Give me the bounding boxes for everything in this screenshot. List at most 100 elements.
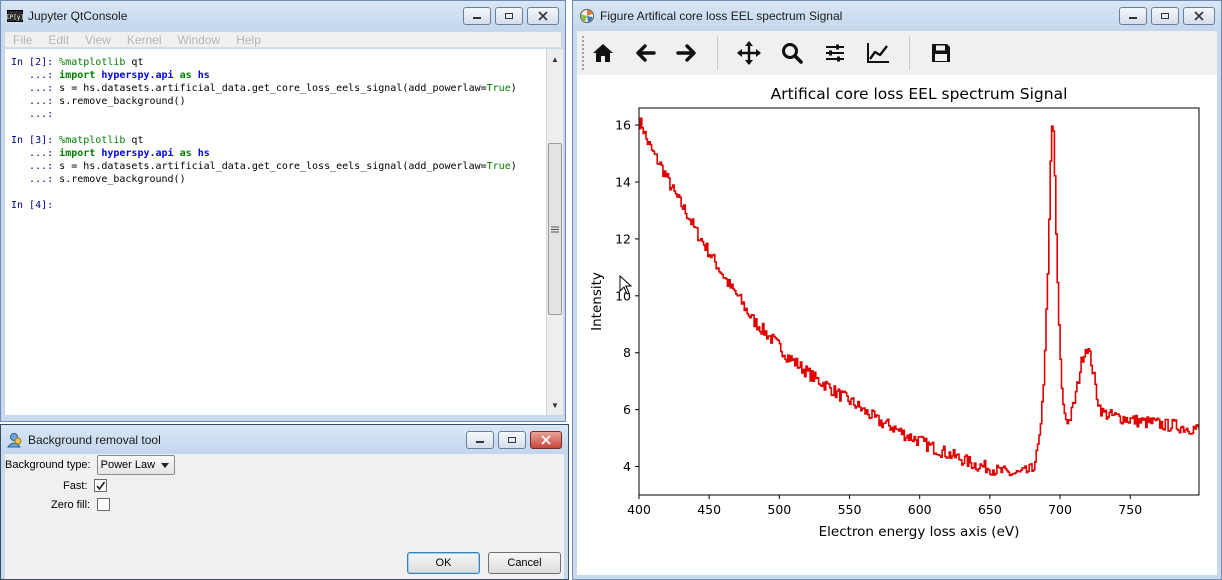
cancel-button[interactable]: Cancel [488, 552, 561, 574]
menu-help[interactable]: Help [236, 32, 261, 47]
scroll-up-icon[interactable]: ▲ [551, 54, 559, 64]
menu-edit[interactable]: Edit [48, 32, 70, 47]
plot-canvas[interactable]: Artifical core loss EEL spectrum Signal 4… [577, 75, 1217, 575]
code-token: %matplotlib [59, 135, 126, 146]
fast-checkbox[interactable] [94, 479, 108, 492]
minimize-button[interactable] [463, 7, 491, 25]
x-tick-label: 450 [697, 502, 721, 517]
close-icon [541, 435, 551, 445]
close-icon [538, 11, 548, 21]
console-scrollbar[interactable]: ▲ ▼ [546, 49, 563, 415]
x-tick-label: 500 [767, 502, 791, 517]
axes-frame [638, 107, 1200, 496]
toolbar-grip[interactable] [581, 35, 585, 71]
ok-button[interactable]: OK [407, 552, 480, 574]
home-button[interactable] [583, 33, 623, 73]
save-icon [932, 44, 950, 62]
background-removal-dialog: Background removal tool Background type:… [0, 424, 569, 580]
dialog-titlebar[interactable]: Background removal tool [1, 425, 568, 455]
zero-fill-label: Zero fill: [51, 498, 91, 511]
zoom-icon [782, 43, 803, 64]
zoom-button[interactable] [772, 33, 812, 73]
console-line: In [2]: %matplotlib qt [11, 56, 546, 69]
restore-icon [508, 437, 516, 443]
code-token: s = hs.datasets.artificial_data.get_core… [59, 83, 487, 94]
scrollbar-thumb[interactable] [548, 143, 562, 315]
back-button[interactable] [625, 33, 665, 73]
x-tick-label: 400 [627, 502, 651, 517]
code-token: True [486, 161, 511, 172]
figure-titlebar[interactable]: Figure Artifical core loss EEL spectrum … [573, 1, 1221, 31]
subplots-button[interactable] [815, 33, 855, 73]
grip-icon [551, 226, 559, 232]
code-token: as [179, 148, 192, 159]
toolbar-separator [909, 36, 910, 70]
eels-chart[interactable]: Artifical core loss EEL spectrum Signal 4… [577, 75, 1219, 577]
code-token: s.remove_background() [59, 96, 186, 107]
continuation-prompt: ...: [11, 96, 60, 107]
dialog-body: Background type: Power Law Fast: Zero fi… [5, 454, 564, 579]
subplots-icon [826, 44, 844, 62]
console-line: In [3]: %matplotlib qt [11, 134, 546, 147]
continuation-prompt: ...: [11, 161, 60, 172]
dialog-title: Background removal tool [28, 433, 161, 447]
continuation-prompt: ...: [11, 83, 60, 94]
maximize-button[interactable] [495, 7, 523, 25]
user-icon [7, 433, 22, 448]
maximize-button[interactable] [498, 431, 526, 449]
pan-icon [737, 41, 761, 65]
menu-view[interactable]: View [85, 32, 111, 47]
save-button[interactable] [921, 33, 961, 73]
console-line: ...: s.remove_background() [11, 95, 546, 108]
console-output[interactable]: In [2]: %matplotlib qt ...: import hyper… [5, 49, 546, 415]
close-button[interactable] [530, 431, 562, 449]
jupyter-titlebar[interactable]: IP[y] Jupyter QtConsole [1, 1, 565, 31]
menu-kernel[interactable]: Kernel [126, 32, 162, 47]
menu-file[interactable]: File [13, 32, 33, 47]
maximize-button[interactable] [1151, 7, 1179, 25]
console-line: ...: [11, 108, 546, 121]
background-type-select[interactable]: Power Law [96, 455, 175, 475]
back-arrow-icon [636, 44, 656, 62]
continuation-prompt: ...: [11, 70, 60, 81]
close-icon [1194, 11, 1204, 21]
jupyter-window: IP[y] Jupyter QtConsole File Edit View K… [0, 0, 566, 422]
console-line: ...: import hyperspy.api as hs [11, 147, 546, 160]
chart-title: Artifical core loss EEL spectrum Signal [771, 85, 1068, 103]
fast-label: Fast: [63, 479, 88, 492]
console-line: ...: s.remove_background() [11, 173, 546, 186]
window-title: Jupyter QtConsole [28, 9, 128, 23]
ipython-icon: IP[y] [7, 10, 23, 22]
background-type-value: Power Law [100, 459, 156, 471]
code-token: as [179, 70, 192, 81]
spectrum-line [639, 117, 1199, 477]
close-button[interactable] [1183, 7, 1215, 25]
pan-button[interactable] [729, 33, 769, 73]
x-axis-label: Electron energy loss axis (eV) [819, 524, 1020, 540]
menubar: File Edit View Kernel Window Help [5, 32, 561, 48]
forward-arrow-icon [676, 44, 696, 62]
close-button[interactable] [527, 7, 559, 25]
restore-icon [1161, 13, 1169, 19]
minimize-icon [1129, 17, 1137, 19]
code-token: ) [510, 83, 517, 94]
scroll-down-icon[interactable]: ▼ [551, 400, 559, 410]
chevron-down-icon [160, 463, 169, 468]
code-token: qt [125, 135, 144, 146]
checkmark-icon [96, 481, 106, 491]
code-token: s = hs.datasets.artificial_data.get_core… [59, 161, 487, 172]
input-prompt: In [2]: [11, 57, 60, 68]
menu-window[interactable]: Window [177, 32, 221, 47]
minimize-button[interactable] [466, 431, 494, 449]
code-token: qt [125, 57, 144, 68]
x-tick-label: 650 [978, 502, 1002, 517]
console-line: In [4]: [11, 199, 546, 212]
edit-axes-button[interactable] [858, 33, 898, 73]
matplotlib-icon [580, 9, 594, 23]
minimize-button[interactable] [1119, 7, 1147, 25]
restore-icon [505, 13, 513, 19]
zero-fill-checkbox[interactable] [97, 498, 111, 511]
code-token: hs [197, 148, 210, 159]
toolbar-separator [717, 36, 718, 70]
forward-button[interactable] [667, 33, 707, 73]
